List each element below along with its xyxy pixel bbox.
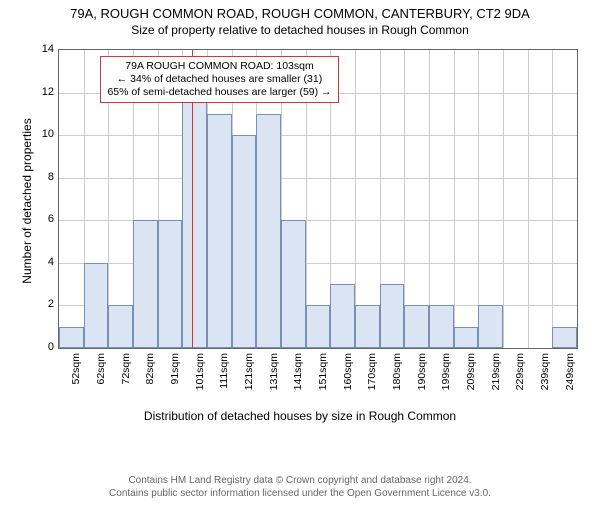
xtick-label: 111sqm	[218, 353, 230, 403]
xtick-label: 121sqm	[243, 353, 255, 403]
ytick-label: 12	[14, 86, 54, 98]
histogram-bar	[404, 305, 429, 348]
xtick-label: 82sqm	[144, 353, 156, 403]
histogram-bar	[552, 327, 577, 348]
xtick-label: 160sqm	[342, 353, 354, 403]
xtick-label: 151sqm	[317, 353, 329, 403]
histogram-bar	[59, 327, 84, 348]
gridline-v	[404, 50, 405, 348]
info-line: ← 34% of detached houses are smaller (31…	[107, 73, 331, 86]
histogram-bar	[330, 284, 355, 348]
gridline-v	[528, 50, 529, 348]
histogram-bar	[478, 305, 503, 348]
gridline-v	[355, 50, 356, 348]
ytick-label: 0	[14, 341, 54, 353]
xtick-label: 249sqm	[564, 353, 576, 403]
gridline-v	[552, 50, 553, 348]
xtick-label: 72sqm	[120, 353, 132, 403]
xtick-label: 91sqm	[169, 353, 181, 403]
info-callout-box: 79A ROUGH COMMON ROAD: 103sqm← 34% of de…	[100, 56, 338, 103]
info-line: 65% of semi-detached houses are larger (…	[107, 86, 331, 99]
xtick-label: 219sqm	[490, 353, 502, 403]
ytick-label: 8	[14, 171, 54, 183]
footer-attribution: Contains HM Land Registry data © Crown c…	[0, 475, 600, 500]
xtick-label: 229sqm	[514, 353, 526, 403]
ytick-label: 4	[14, 256, 54, 268]
x-axis-label: Distribution of detached houses by size …	[0, 409, 600, 423]
footer-line-1: Contains HM Land Registry data © Crown c…	[0, 475, 600, 488]
ytick-label: 6	[14, 213, 54, 225]
gridline-v	[429, 50, 430, 348]
histogram-bar	[84, 263, 109, 348]
histogram-bar	[108, 305, 133, 348]
gridline-v	[503, 50, 504, 348]
chart-title-main: 79A, ROUGH COMMON ROAD, ROUGH COMMON, CA…	[0, 6, 600, 21]
histogram-bar	[133, 220, 158, 348]
histogram-bar	[182, 93, 207, 348]
xtick-label: 62sqm	[95, 353, 107, 403]
gridline-h	[59, 135, 577, 136]
histogram-bar	[380, 284, 405, 348]
xtick-label: 209sqm	[465, 353, 477, 403]
chart-title-sub: Size of property relative to detached ho…	[0, 23, 600, 37]
ytick-label: 2	[14, 298, 54, 310]
histogram-bar	[281, 220, 306, 348]
gridline-v	[478, 50, 479, 348]
histogram-bar	[256, 114, 281, 348]
xtick-label: 180sqm	[391, 353, 403, 403]
gridline-h	[59, 178, 577, 179]
ytick-label: 10	[14, 128, 54, 140]
histogram-bar	[454, 327, 479, 348]
histogram-bar	[306, 305, 331, 348]
histogram-bar	[429, 305, 454, 348]
gridline-v	[454, 50, 455, 348]
xtick-label: 101sqm	[194, 353, 206, 403]
histogram-bar	[207, 114, 232, 348]
footer-line-2: Contains public sector information licen…	[0, 488, 600, 501]
plot-area: 79A ROUGH COMMON ROAD: 103sqm← 34% of de…	[58, 49, 578, 349]
chart-container: Number of detached properties 79A ROUGH …	[0, 41, 600, 426]
xtick-label: 170sqm	[366, 353, 378, 403]
xtick-label: 239sqm	[539, 353, 551, 403]
histogram-bar	[158, 220, 183, 348]
xtick-label: 190sqm	[416, 353, 428, 403]
histogram-bar	[232, 135, 257, 348]
histogram-bar	[355, 305, 380, 348]
xtick-label: 131sqm	[268, 353, 280, 403]
xtick-label: 52sqm	[70, 353, 82, 403]
info-line: 79A ROUGH COMMON ROAD: 103sqm	[107, 60, 331, 73]
xtick-label: 141sqm	[292, 353, 304, 403]
xtick-label: 199sqm	[440, 353, 452, 403]
ytick-label: 14	[14, 43, 54, 55]
